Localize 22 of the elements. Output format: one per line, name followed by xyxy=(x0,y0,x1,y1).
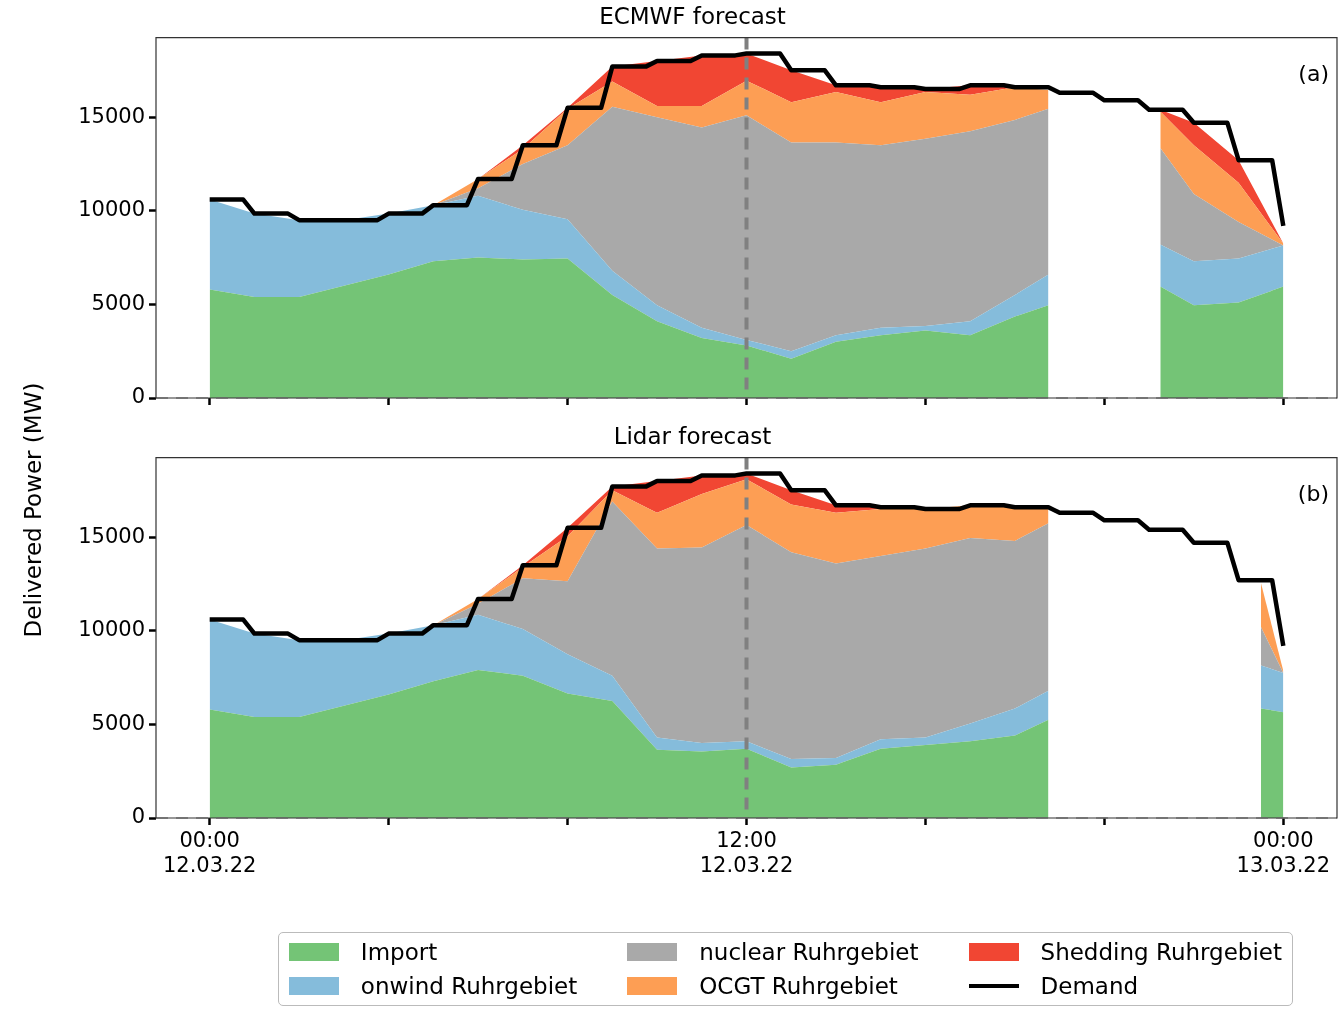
legend-label: Shedding Ruhrgebiet xyxy=(1040,939,1282,965)
y-tick-label: 5000 xyxy=(91,290,145,315)
y-tick-label: 0 xyxy=(131,384,145,409)
chart-title: ECMWF forecast xyxy=(599,2,786,29)
y-tick-label: 15000 xyxy=(78,103,145,128)
x-tick-label: 12:00 12.03.22 xyxy=(699,828,794,878)
y-tick-label: 0 xyxy=(131,804,145,829)
x-tick-label: 00:00 12.03.22 xyxy=(162,828,257,878)
y-tick-label: 15000 xyxy=(78,523,145,548)
legend-label: nuclear Ruhrgebiet xyxy=(699,939,919,965)
legend-label: onwind Ruhrgebiet xyxy=(360,973,578,999)
y-tick-label: 10000 xyxy=(78,197,145,222)
annotation: (b) xyxy=(1297,481,1329,507)
y-tick-label: 5000 xyxy=(91,710,145,735)
legend-label: Demand xyxy=(1040,973,1139,999)
legend-label: Import xyxy=(360,939,438,965)
legend-label: OCGT Ruhrgebiet xyxy=(699,973,898,999)
x-tick-label: 00:00 13.03.22 xyxy=(1236,828,1331,878)
y-axis-title: Delivered Power (MW) xyxy=(20,382,46,638)
chart-title: Lidar forecast xyxy=(613,422,772,449)
annotation: (a) xyxy=(1298,61,1329,87)
y-tick-label: 10000 xyxy=(78,617,145,642)
